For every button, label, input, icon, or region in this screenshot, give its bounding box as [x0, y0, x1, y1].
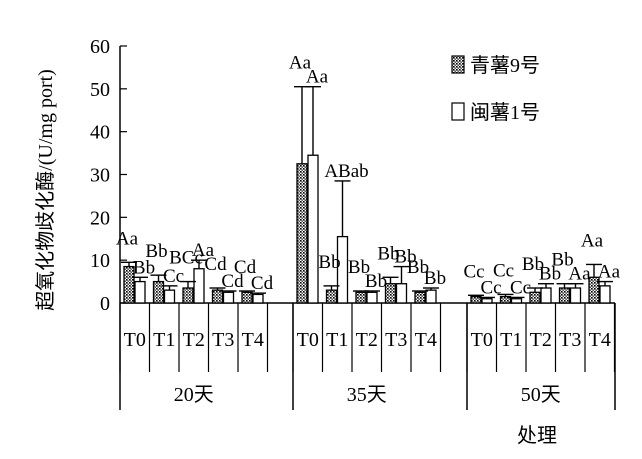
x-tick-label: T3 [212, 329, 234, 351]
bar [569, 287, 582, 304]
significance-letter: Bb [145, 241, 167, 262]
significance-letter: Bb [424, 268, 446, 289]
y-tick-label: 20 [90, 207, 110, 229]
x-tick-label: T1 [500, 329, 522, 351]
group-label: 50天 [521, 384, 561, 406]
x-tick-label: T2 [356, 329, 378, 351]
y-tick-label: 50 [90, 79, 110, 101]
significance-letter: ABab [324, 161, 368, 182]
significance-letter: Cd [234, 257, 257, 278]
bar [529, 291, 541, 304]
significance-letter: Aa [581, 230, 604, 251]
y-tick-label: 0 [100, 293, 110, 315]
x-tick-label: T2 [183, 329, 205, 351]
significance-letter: Cc [163, 266, 184, 287]
bar [296, 163, 308, 304]
significance-letter: Bb [348, 257, 370, 278]
x-tick-label: T1 [153, 329, 175, 351]
x-tick-label: T3 [385, 329, 407, 351]
legend-label-series-2: 闽薯1号 [470, 101, 540, 124]
x-tick-label: T0 [471, 329, 493, 351]
bar [425, 289, 437, 304]
significance-letter: Cc [463, 261, 484, 282]
significance-letter: Cd [204, 254, 227, 275]
bar [222, 291, 235, 304]
bar [252, 293, 264, 304]
x-axis: T0 T1 T2 T3 T4 20天 T0 T1 T2 T3 T4 35天 T0 T1 T2 T3 T4 50天 [119, 302, 616, 410]
bar [325, 289, 338, 304]
bar [558, 287, 571, 304]
y-tick-label: 30 [90, 165, 110, 187]
x-tick-label: T3 [559, 329, 581, 351]
group-label: 20天 [174, 384, 214, 406]
bar [510, 298, 523, 304]
significance-letter: Cc [480, 277, 501, 298]
significance-letter: Cd [221, 271, 244, 292]
y-axis: 0 10 20 30 40 50 60 [90, 36, 127, 410]
x-tick-label: T0 [124, 329, 146, 351]
significance-letter: Aa [568, 264, 591, 285]
x-axis-label: 处理 [517, 424, 557, 447]
significance-letter: Bb [365, 271, 387, 292]
significance-letter: Bb [133, 257, 155, 278]
significance-letter: Bb [522, 254, 544, 275]
significance-letter: Aa [306, 67, 329, 88]
significance-letter: Cd [251, 273, 274, 294]
x-tick-label: T4 [415, 329, 437, 351]
group-label: 35天 [347, 384, 387, 406]
significance-letter: Bb [551, 250, 573, 271]
significance-letter: Aa [116, 228, 139, 249]
bar [355, 291, 367, 304]
bar [134, 280, 146, 304]
significance-letters: AaBbBbCcBCcAaCdCdCdCdAaAaBbABabBbBbBbBbB… [116, 53, 621, 299]
y-tick-label: 10 [90, 250, 110, 272]
y-axis-label: 超氧化物歧化酶/(U/mg port) [34, 69, 57, 311]
x-tick-label: T2 [530, 329, 552, 351]
bar [163, 289, 176, 304]
y-tick-label: 40 [90, 122, 110, 144]
legend-label-series-1: 青薯9号 [470, 54, 540, 77]
legend-swatch-series-1 [451, 55, 465, 74]
x-tick-label: T1 [326, 329, 348, 351]
x-tick-label: T4 [589, 329, 611, 351]
significance-letter: Bb [407, 257, 429, 278]
significance-letter: Aa [289, 53, 312, 74]
bar [182, 287, 194, 304]
significance-letter: BCc [169, 248, 203, 269]
bar [366, 291, 378, 304]
bar [211, 289, 224, 304]
bar [395, 283, 408, 304]
significance-letter: Bb [377, 243, 399, 264]
bar [193, 268, 205, 304]
legend-swatch-series-2 [451, 102, 465, 121]
significance-letter: Aa [598, 262, 621, 283]
y-tick-label: 60 [90, 36, 110, 58]
significance-letter: Cc [510, 277, 531, 298]
significance-letter: Bb [318, 252, 340, 273]
bar [599, 285, 611, 304]
significance-letter: Bb [394, 247, 416, 268]
error-bars [121, 85, 613, 299]
bar [414, 291, 426, 304]
bar [540, 287, 552, 304]
legend: 青薯9号 闽薯1号 [451, 54, 540, 124]
x-tick-label: T0 [297, 329, 319, 351]
x-tick-label: T4 [242, 329, 264, 351]
bar [307, 154, 319, 304]
significance-letter: Bb [539, 264, 561, 285]
significance-letter: Cc [493, 260, 514, 281]
bar [481, 298, 493, 304]
significance-letter: Aa [192, 240, 215, 261]
